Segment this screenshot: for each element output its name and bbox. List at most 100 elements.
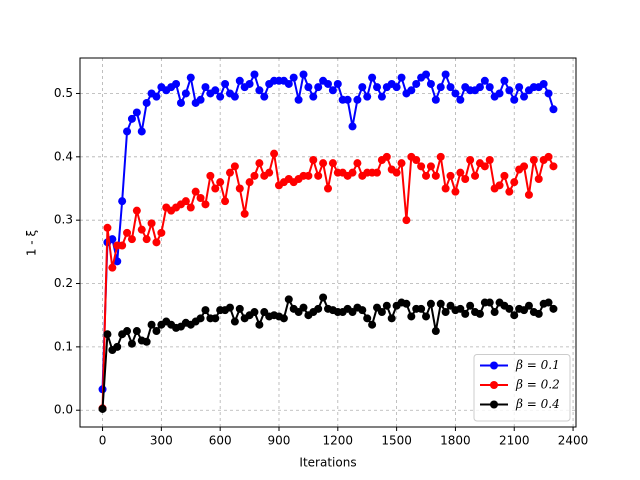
point: [466, 301, 475, 310]
point: [132, 206, 141, 215]
point: [373, 83, 382, 92]
point: [549, 105, 558, 114]
point: [348, 168, 357, 177]
point: [412, 155, 421, 164]
point: [240, 209, 249, 218]
point: [377, 92, 386, 101]
point: [495, 181, 504, 190]
point: [485, 83, 494, 92]
point: [515, 83, 524, 92]
point: [441, 70, 450, 79]
point: [456, 95, 465, 104]
point: [118, 197, 127, 206]
point: [368, 320, 377, 329]
point: [436, 83, 445, 92]
point: [216, 178, 225, 187]
point: [147, 219, 156, 228]
point: [299, 303, 308, 312]
point: [319, 293, 328, 302]
point: [225, 303, 234, 312]
legend-label: β = 0.4: [515, 397, 560, 411]
point: [348, 122, 357, 131]
point: [353, 95, 362, 104]
point: [132, 108, 141, 117]
point: [353, 159, 362, 168]
legend-label: β = 0.2: [515, 378, 560, 392]
point: [544, 298, 553, 307]
point: [221, 79, 230, 88]
x-tick-label: 300: [150, 434, 173, 448]
point: [255, 320, 264, 329]
legend-marker: [490, 381, 498, 389]
point: [221, 197, 230, 206]
point: [137, 225, 146, 234]
point: [358, 306, 367, 315]
point: [377, 308, 386, 317]
point: [314, 83, 323, 92]
point: [260, 92, 269, 101]
point: [319, 159, 328, 168]
x-tick-label: 2100: [499, 434, 530, 448]
y-tick-label: 0.2: [54, 276, 73, 290]
point: [426, 162, 435, 171]
point: [510, 95, 519, 104]
point: [230, 317, 239, 326]
point: [510, 178, 519, 187]
point: [520, 92, 529, 101]
point: [245, 178, 254, 187]
point: [309, 155, 318, 164]
point: [103, 330, 112, 339]
point: [289, 73, 298, 82]
point: [211, 86, 220, 95]
point: [235, 304, 244, 313]
point: [191, 187, 200, 196]
point: [127, 339, 136, 348]
point: [397, 73, 406, 82]
point: [422, 70, 431, 79]
point: [201, 83, 210, 92]
point: [431, 95, 440, 104]
point: [309, 92, 318, 101]
point: [441, 184, 450, 193]
point: [426, 79, 435, 88]
point: [475, 309, 484, 318]
point: [201, 306, 210, 315]
point: [196, 193, 205, 202]
y-tick-label: 0.5: [54, 86, 73, 100]
legend-label: β = 0.1: [515, 358, 560, 372]
point: [549, 162, 558, 171]
point: [534, 309, 543, 318]
point: [328, 159, 337, 168]
point: [147, 320, 156, 329]
point: [407, 86, 416, 95]
x-tick-label: 1800: [440, 434, 471, 448]
x-axis-label: Iterations: [299, 456, 356, 470]
point: [402, 299, 411, 308]
point: [299, 70, 308, 79]
point: [142, 235, 151, 244]
point: [466, 155, 475, 164]
point: [152, 238, 161, 247]
point: [230, 162, 239, 171]
point: [216, 92, 225, 101]
point: [475, 83, 484, 92]
point: [333, 79, 342, 88]
x-tick-label: 1200: [323, 434, 354, 448]
point: [250, 70, 259, 79]
y-tick-label: 0.0: [54, 403, 73, 417]
point: [480, 76, 489, 85]
point: [123, 127, 132, 136]
point: [441, 308, 450, 317]
legend-marker: [490, 400, 498, 409]
point: [363, 314, 372, 323]
point: [490, 308, 499, 317]
point: [118, 241, 127, 250]
point: [436, 152, 445, 161]
point: [142, 337, 151, 346]
point: [235, 76, 244, 85]
point: [343, 95, 352, 104]
point: [461, 309, 470, 318]
point: [250, 171, 259, 180]
point: [157, 228, 166, 237]
